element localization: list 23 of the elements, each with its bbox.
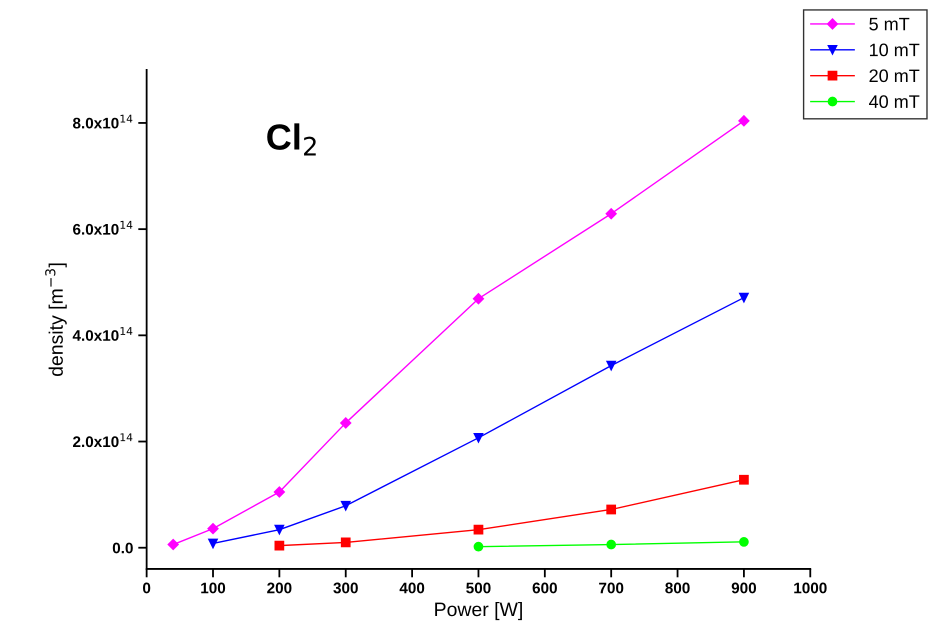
- legend-label: 20 mT: [870, 69, 920, 82]
- legend-label: 10 mT: [870, 44, 920, 56]
- x-tick-label: 600: [532, 582, 557, 594]
- x-tick-label: 800: [665, 582, 690, 594]
- x-tick-label: 500: [466, 582, 491, 594]
- x-tick-label: 700: [599, 582, 624, 594]
- x-tick-label: 1000: [794, 582, 827, 594]
- y-tick-label: 4.0x10$^{14}$: [72, 327, 132, 341]
- x-tick-label: 200: [267, 582, 292, 594]
- x-tick-label: 100: [201, 582, 226, 594]
- y-axis-title: density [m$^{−3}$]: [45, 263, 67, 376]
- x-tick-label: 0: [142, 582, 150, 594]
- y-tick-label: 8.0x10$^{14}$: [72, 114, 132, 129]
- text: Cl$_{2}$: [267, 123, 316, 156]
- x-tick-label: 900: [732, 582, 756, 594]
- y-tick-label: 2.0x10$^{14}$: [73, 433, 132, 448]
- x-tick-label: 400: [400, 582, 424, 594]
- y-tick-label: 0.0: [112, 542, 133, 554]
- x-axis-title: Power [W]: [435, 602, 522, 620]
- legend-label: 40 mT: [869, 95, 920, 108]
- legend-label: 5 mT: [869, 18, 910, 30]
- y-tick-label: 6.0x10$^{14}$: [73, 220, 132, 235]
- x-tick-label: 300: [333, 582, 358, 594]
